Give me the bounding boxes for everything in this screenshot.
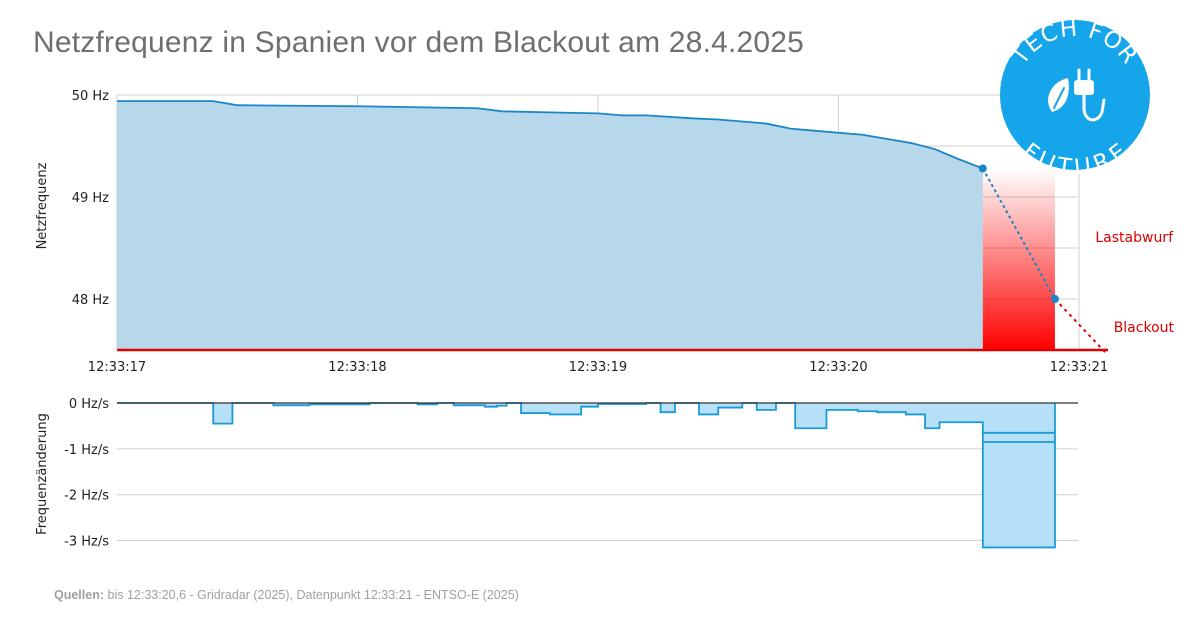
x-tick-label: 12:33:17 — [88, 360, 146, 375]
rocof-chart: 0 Hz/s -1 Hz/s -2 Hz/s -3 Hz/s Frequenzänder… — [35, 397, 1078, 550]
blackout-line — [1054, 298, 1109, 356]
annotation-lastabwurf: Lastabwurf — [1095, 230, 1174, 246]
source-note: Quellen: bis 12:33:20,6 - Gridradar (202… — [54, 588, 519, 602]
x-tick-label: 12:33:18 — [328, 360, 386, 375]
logo-circle — [1000, 20, 1150, 170]
x-tick-label: 12:33:21 — [1050, 360, 1108, 375]
y-tick-label: 50 Hz — [72, 89, 109, 104]
annotation-blackout: Blackout — [1114, 320, 1175, 336]
x-tick-label: 12:33:20 — [809, 360, 867, 375]
y-tick-label: 0 Hz/s — [69, 397, 109, 412]
data-point — [978, 164, 987, 173]
page-title: Netzfrequenz in Spanien vor dem Blackout… — [33, 26, 805, 59]
frequency-line — [117, 100, 984, 170]
y-tick-label: -1 Hz/s — [64, 443, 109, 458]
data-point — [1050, 295, 1059, 303]
frequency-chart: 50 Hz 49 Hz 48 Hz 12:33:17 12:33:18 12:33:19 1… — [35, 89, 1175, 375]
rocof-area — [117, 403, 1055, 548]
y-tick-label: -2 Hz/s — [64, 489, 109, 504]
source-label: Quellen: — [54, 588, 105, 602]
source-text: bis 12:33:20,6 - Gridradar (2025), Daten… — [104, 588, 519, 602]
load-shedding-region — [982, 168, 1055, 350]
x-tick-label: 12:33:19 — [569, 360, 627, 375]
tech-for-future-logo: TECH FOR FUTURE — [1000, 15, 1150, 181]
plug-leaf-icon — [1048, 68, 1106, 122]
y-axis-title: Netzfrequenz — [35, 162, 50, 249]
rocof-line — [117, 402, 1056, 549]
y-axis-title: Frequenzänderung — [35, 413, 50, 535]
frequency-area — [117, 101, 983, 351]
y-tick-label: -3 Hz/s — [64, 535, 109, 550]
y-tick-label: 48 Hz — [72, 293, 109, 308]
y-tick-label: 49 Hz — [72, 191, 109, 206]
extrapolation-line — [981, 167, 1056, 300]
